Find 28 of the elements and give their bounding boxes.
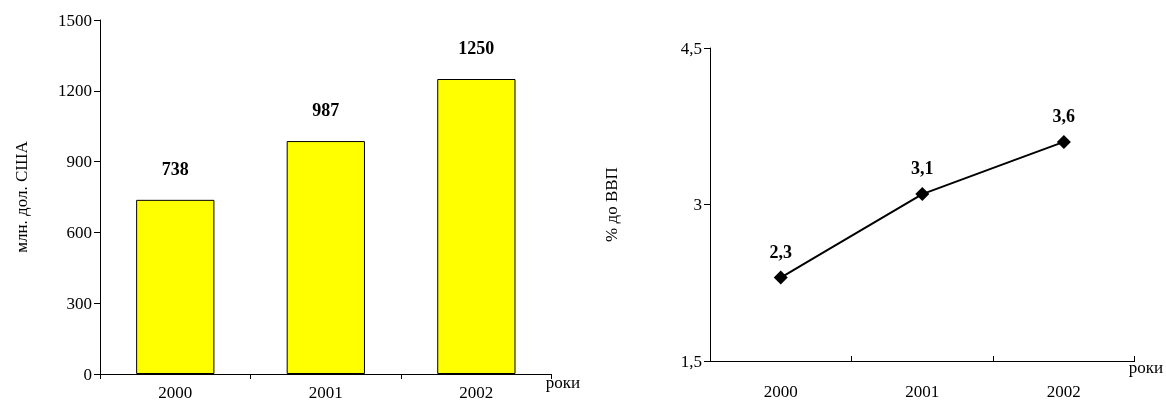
data-label: 3,6 [1052, 105, 1076, 126]
x-tick-label: 2000 [763, 382, 798, 401]
point [915, 187, 930, 202]
x-tick-label: 2002 [1046, 382, 1081, 401]
y-tick-label: 300 [66, 293, 92, 313]
x-tick-label: 2001 [308, 383, 343, 401]
point [773, 270, 788, 285]
y-tick-label: 600 [66, 222, 92, 242]
data-label: 2,3 [769, 241, 793, 262]
y-tick-label: 900 [66, 152, 92, 172]
y-tick-label: 4,5 [680, 38, 702, 58]
x-tick-label: 2000 [158, 383, 193, 401]
x-tick-label: 2002 [459, 383, 494, 401]
data-label: 3,1 [911, 158, 934, 179]
data-label: 987 [312, 100, 340, 121]
point [1056, 134, 1071, 149]
y-tick-label: 0 [83, 364, 92, 384]
y-tick-label: 1,5 [680, 351, 702, 371]
data-label: 1250 [458, 38, 495, 58]
y-axis-title: млн. дол. США [12, 140, 31, 253]
data-label: 738 [161, 158, 189, 179]
y-tick-label: 1200 [58, 81, 92, 101]
x-tick-label: 2001 [905, 382, 940, 401]
y-tick-label: 3 [693, 195, 702, 214]
x-axis-title: роки [545, 373, 580, 392]
y-axis-title: % до ВВП [602, 167, 621, 242]
y-tick-label: 1500 [58, 10, 92, 30]
x-axis-title: роки [1128, 358, 1163, 377]
